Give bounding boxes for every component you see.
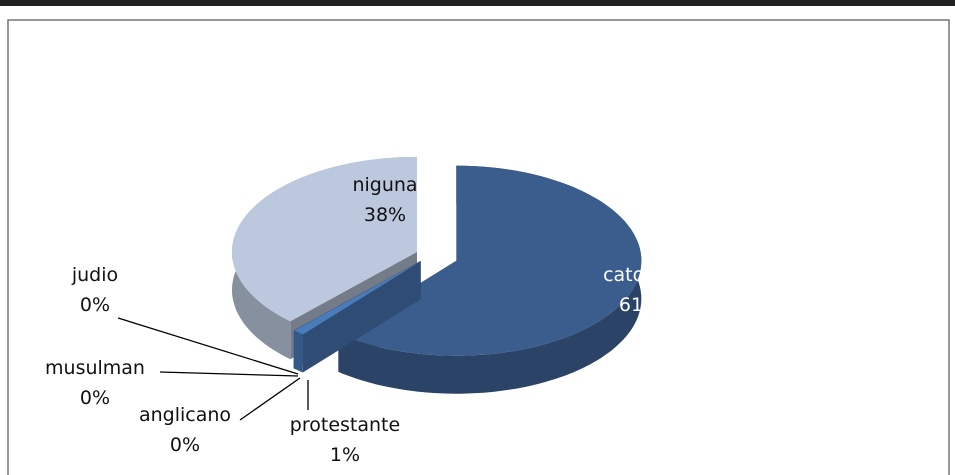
slice-top (338, 165, 642, 356)
slice-name: protestante (290, 414, 400, 436)
leader-line (117, 317, 299, 375)
slice-side (294, 330, 303, 373)
slice-label: catolico 61% (603, 264, 677, 316)
slice-value: 61% (619, 294, 661, 316)
leader-line (239, 377, 301, 421)
slice-value: 1% (330, 444, 360, 466)
slice-value: 0% (80, 387, 110, 409)
slice-value: 0% (80, 294, 110, 316)
slice-name: niguna (352, 174, 417, 196)
slice-top (232, 156, 417, 322)
slice-value: 0% (170, 434, 200, 456)
slice-label: protestante 1% (290, 414, 400, 466)
slice-name: catolico (603, 264, 677, 286)
slice-name: judio (71, 264, 118, 286)
slice-label: niguna 38% (352, 174, 417, 226)
slice-label: anglicano 0% (139, 404, 231, 456)
slice-side (338, 165, 642, 394)
slice-value: 38% (364, 204, 406, 226)
pie-slice (294, 261, 421, 373)
slice-name: anglicano (139, 404, 231, 426)
slice-label: musulman 0% (45, 357, 145, 409)
title-strip (0, 0, 955, 6)
slice-label: judio 0% (71, 264, 118, 316)
slice-wall (294, 261, 421, 369)
slice-name: musulman (45, 357, 145, 379)
leader-line (159, 371, 299, 377)
slice-top (294, 261, 421, 335)
pie-slice (338, 165, 642, 394)
